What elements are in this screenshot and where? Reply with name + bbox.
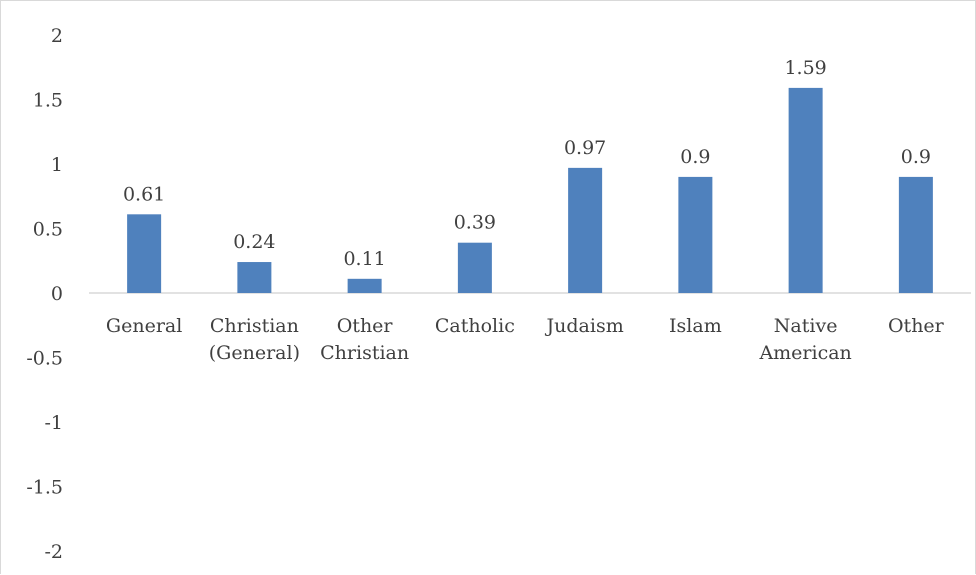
bar [457,242,492,293]
y-tick-label: 0 [51,283,63,305]
data-labels: 0.61 0.24 0.11 0.39 0.97 0.9 1.59 0.9 [123,57,931,270]
bar [568,167,603,293]
data-label: 0.39 [454,212,496,234]
x-category-label: Islam [669,315,722,337]
x-axis-category-labels: General Christian (General) Other Christian C… [106,315,945,364]
bar [898,176,933,293]
data-label: 0.11 [343,248,385,270]
x-category-label: Other [888,315,945,337]
bar [237,262,272,293]
bar-series [127,87,933,293]
x-category-label: American [758,342,851,364]
data-label: 0.24 [233,231,275,253]
x-category-label: Judaism [545,315,624,337]
x-category-label: General [106,315,182,337]
bar [788,87,823,293]
bar [678,176,713,293]
data-label: 1.59 [784,57,826,79]
bar [347,278,382,293]
y-tick-label: 0.5 [33,219,63,241]
x-category-label: Native [774,315,838,337]
y-tick-label: 2 [51,25,63,47]
x-category-label: Other [337,315,394,337]
x-category-label: (General) [209,342,300,364]
x-category-label: Christian [320,342,409,364]
x-category-label: Christian [210,315,299,337]
bar [127,214,162,293]
data-label: 0.9 [680,146,710,168]
y-tick-label: -2 [44,541,63,563]
y-tick-label: -1.5 [26,477,63,499]
y-tick-label: -1 [44,412,63,434]
y-axis-tick-labels: 2 1.5 1 0.5 0 -0.5 -1 -1.5 -2 [26,25,63,563]
data-label: 0.9 [901,146,931,168]
x-category-label: Catholic [435,315,515,337]
data-label: 0.61 [123,183,165,205]
data-label: 0.97 [564,137,606,159]
y-tick-label: -0.5 [26,348,63,370]
y-tick-label: 1 [51,154,63,176]
y-tick-label: 1.5 [33,90,63,112]
